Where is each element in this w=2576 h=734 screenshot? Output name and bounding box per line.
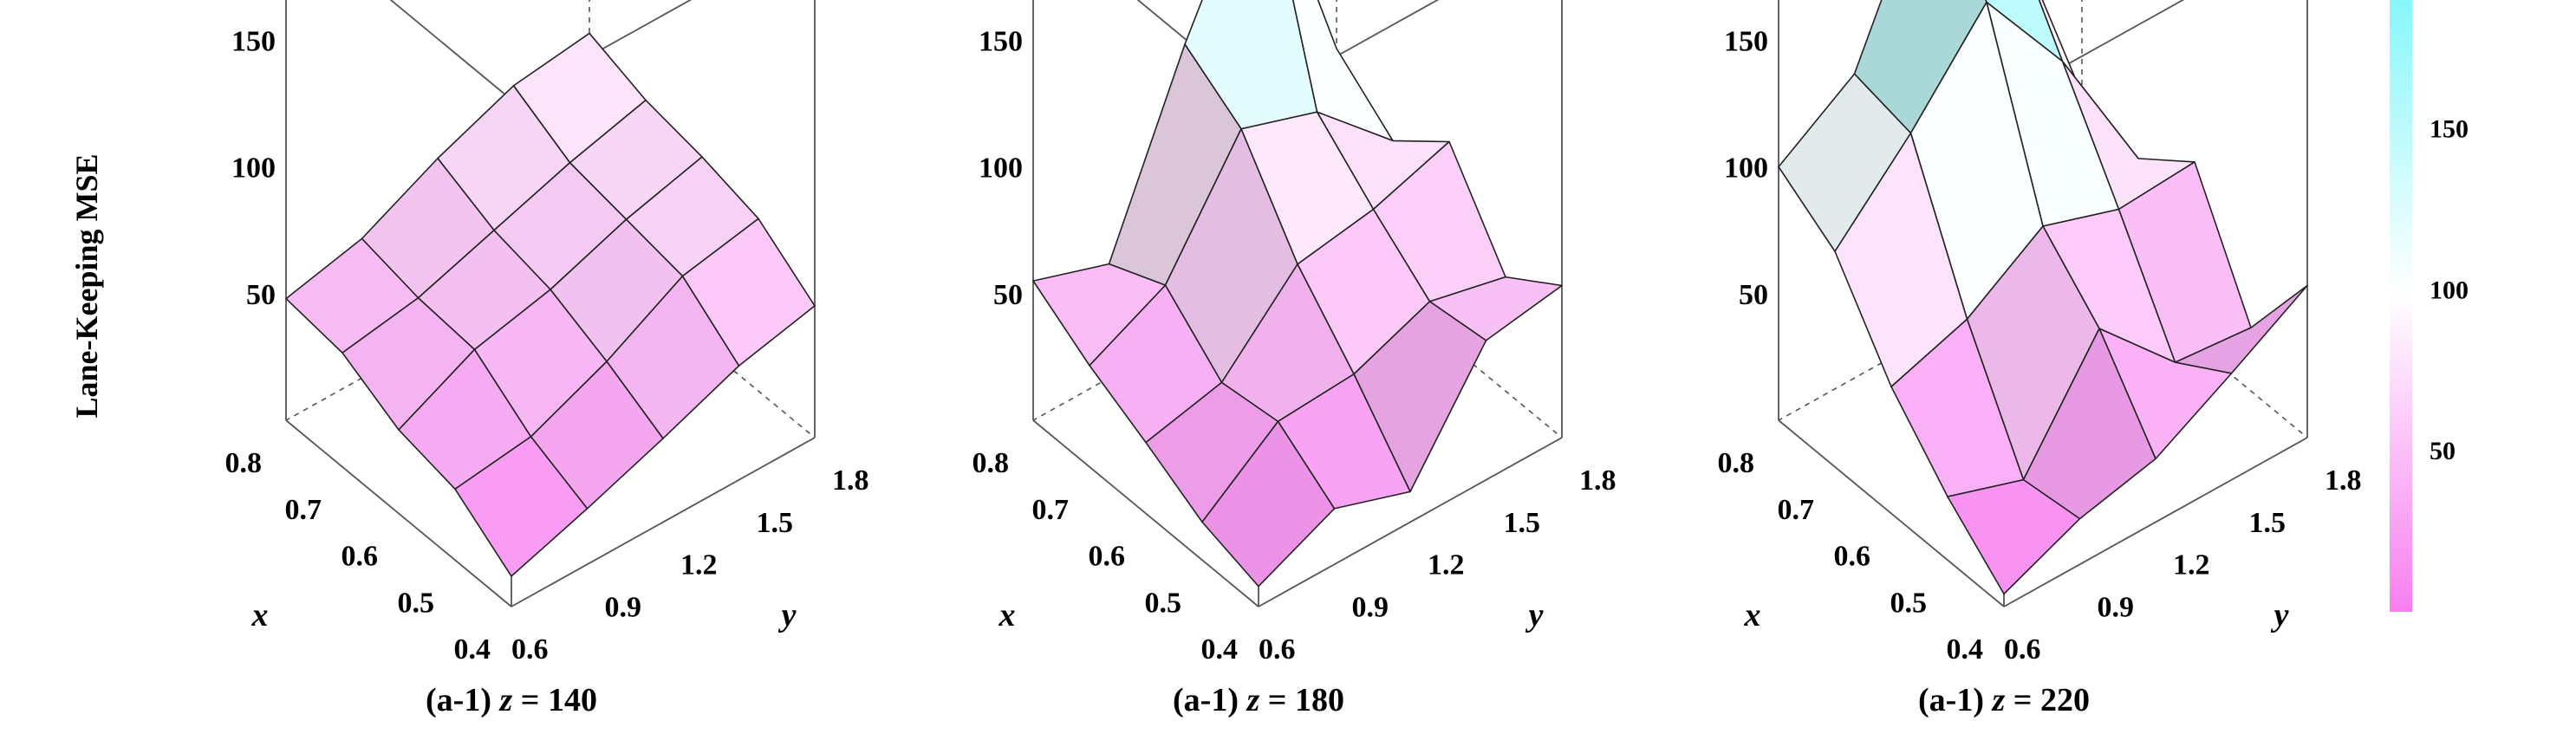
colorbar-tick-150: 150 xyxy=(2430,115,2469,144)
caption-var: z xyxy=(1246,682,1260,718)
z-tick-50: 50 xyxy=(1739,279,1768,311)
surface-panels: 50 100 150 0.8 0.7 0.6 0.5 0.4 0.6 0.9 1.2 1.5 1.8 x y… xyxy=(225,0,2362,718)
y-tick-1.2: 1.2 xyxy=(680,549,718,581)
y-tick-0.6: 0.6 xyxy=(1259,633,1296,666)
surface-facet-0-0 xyxy=(1947,478,2081,595)
caption-prefix: (a-1) xyxy=(1918,682,1992,718)
caption-prefix: (a-1) xyxy=(426,682,499,718)
axis-ticks: 50 100 150 0.8 0.7 0.6 0.5 0.4 0.6 0.9 1.2 1.5 1.8 xyxy=(973,25,1617,666)
surface xyxy=(1032,0,1563,588)
z-tick-100: 100 xyxy=(1724,153,1768,185)
y-tick-0.9: 0.9 xyxy=(605,591,642,623)
caption-eq: = xyxy=(512,682,548,718)
z-tick-150: 150 xyxy=(1724,25,1768,57)
surface-facet-0-0 xyxy=(454,436,589,577)
surface-panel-3: 50 100 150 0.8 0.7 0.6 0.5 0.4 0.6 0.9 1.2 1.5 1.8 x y… xyxy=(1718,0,2362,718)
y-tick-0.9: 0.9 xyxy=(1352,591,1389,623)
x-tick-0.5: 0.5 xyxy=(1890,587,1928,619)
x-tick-0.6: 0.6 xyxy=(342,541,379,573)
y-tick-1.8: 1.8 xyxy=(832,464,869,497)
caption-var: z xyxy=(1991,682,2006,718)
x-axis-label: x xyxy=(1744,597,1761,633)
y-tick-1.5: 1.5 xyxy=(2249,507,2287,539)
colorbar-gradient xyxy=(2390,0,2412,612)
surface xyxy=(285,32,816,577)
surface-panel-2: 50 100 150 0.8 0.7 0.6 0.5 0.4 0.6 0.9 1.2 1.5 1.8 x y… xyxy=(973,0,1617,718)
y-tick-0.6: 0.6 xyxy=(2004,633,2041,666)
y-tick-1.5: 1.5 xyxy=(1504,507,1541,539)
caption-eq: = xyxy=(1259,682,1295,718)
colorbar-ticks: 50 100 150 xyxy=(2430,115,2469,466)
caption-prefix: (a-1) xyxy=(1173,682,1246,718)
y-tick-1.5: 1.5 xyxy=(757,507,794,539)
y-axis-label: y xyxy=(1525,597,1544,633)
surface-panel-1: 50 100 150 0.8 0.7 0.6 0.5 0.4 0.6 0.9 1.2 1.5 1.8 x y… xyxy=(225,0,869,718)
z-tick-100: 100 xyxy=(979,153,1023,185)
z-axis-label: Lane-Keeping MSE xyxy=(69,153,104,418)
x-tick-0.8: 0.8 xyxy=(225,447,263,479)
x-axis-label: x xyxy=(251,597,269,633)
x-tick-0.4: 0.4 xyxy=(454,633,491,666)
caption-var: z xyxy=(498,682,513,718)
caption-value: 220 xyxy=(2040,682,2090,718)
x-tick-0.8: 0.8 xyxy=(1718,447,1755,479)
y-axis-label: y xyxy=(2271,597,2289,633)
y-tick-1.2: 1.2 xyxy=(1428,549,1465,581)
x-tick-0.4: 0.4 xyxy=(1947,633,1984,666)
y-tick-1.8: 1.8 xyxy=(2325,464,2362,497)
caption-value: 140 xyxy=(548,682,597,718)
axis-ticks: 50 100 150 0.8 0.7 0.6 0.5 0.4 0.6 0.9 1.2 1.5 1.8 xyxy=(225,25,869,666)
x-tick-0.5: 0.5 xyxy=(398,587,435,619)
caption-value: 180 xyxy=(1295,682,1344,718)
y-axis-label: y xyxy=(778,597,797,633)
y-tick-1.2: 1.2 xyxy=(2173,549,2210,581)
panel-caption: (a-1) z = 140 xyxy=(426,682,597,718)
axis-ticks: 50 100 150 0.8 0.7 0.6 0.5 0.4 0.6 0.9 1.2 1.5 1.8 xyxy=(1718,25,2362,666)
x-axis-label: x xyxy=(999,597,1016,633)
y-tick-0.9: 0.9 xyxy=(2098,591,2135,623)
z-tick-150: 150 xyxy=(979,25,1023,57)
z-tick-100: 100 xyxy=(231,153,276,185)
x-tick-0.8: 0.8 xyxy=(973,447,1010,479)
panel-caption: (a-1) z = 220 xyxy=(1918,682,2090,718)
x-tick-0.6: 0.6 xyxy=(1089,541,1126,573)
x-tick-0.5: 0.5 xyxy=(1145,587,1182,619)
panel-caption: (a-1) z = 180 xyxy=(1173,682,1344,718)
surface xyxy=(1778,0,2308,595)
z-tick-50: 50 xyxy=(246,279,276,311)
surface-facet-0-0 xyxy=(1201,420,1336,588)
colorbar-tick-100: 100 xyxy=(2430,276,2469,304)
colorbar: 50 100 150 xyxy=(2390,0,2469,612)
x-tick-0.7: 0.7 xyxy=(1032,494,1070,526)
y-tick-0.6: 0.6 xyxy=(511,633,549,666)
z-tick-50: 50 xyxy=(993,279,1023,311)
y-tick-1.8: 1.8 xyxy=(1579,464,1617,497)
x-tick-0.4: 0.4 xyxy=(1201,633,1239,666)
caption-eq: = xyxy=(2005,682,2040,718)
x-tick-0.7: 0.7 xyxy=(285,494,322,526)
x-tick-0.6: 0.6 xyxy=(1834,541,1871,573)
x-tick-0.7: 0.7 xyxy=(1778,494,1815,526)
z-tick-150: 150 xyxy=(231,25,276,57)
colorbar-tick-50: 50 xyxy=(2430,437,2456,465)
